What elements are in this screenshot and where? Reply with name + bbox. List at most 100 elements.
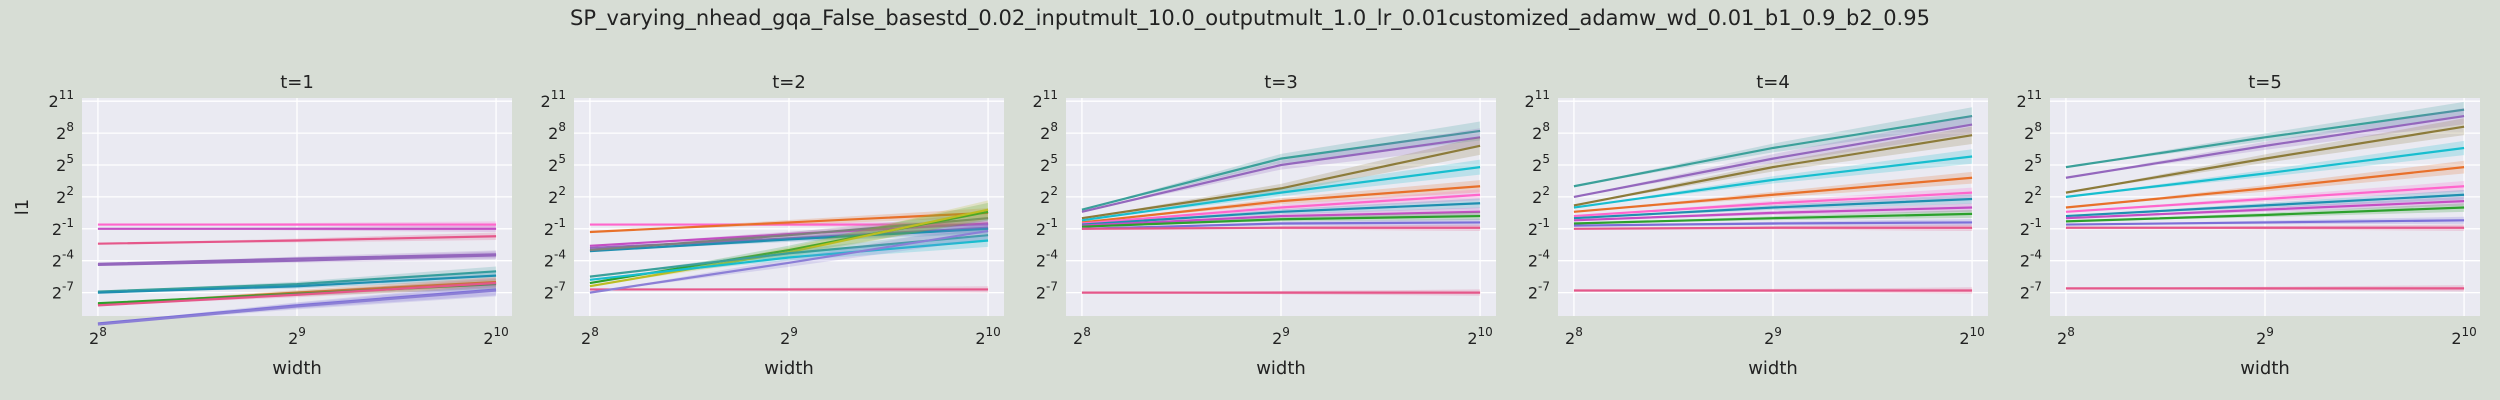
series-line bbox=[1573, 206, 1973, 222]
panel-title: t=3 bbox=[1264, 72, 1298, 93]
series-band bbox=[2065, 181, 2465, 212]
x-tick-label: 28 bbox=[1565, 325, 1583, 348]
x-tick-label: 29 bbox=[2256, 325, 2274, 348]
series-line bbox=[1573, 123, 1973, 198]
series-band bbox=[2065, 196, 2465, 219]
series-line bbox=[589, 229, 989, 294]
series-line bbox=[2065, 200, 2465, 220]
y-tick-label: 22 bbox=[56, 184, 74, 207]
series-line bbox=[1573, 176, 1973, 213]
panel-3: 28 29 210 2-7 2-4 2-1 22 25 28 211 t=3 width bbox=[1033, 72, 1496, 379]
panel-title: t=2 bbox=[772, 72, 806, 93]
y-tick-label: 22 bbox=[2024, 184, 2042, 207]
series-line bbox=[1573, 114, 1973, 188]
series-band bbox=[1573, 171, 1973, 212]
series-band bbox=[2065, 107, 2465, 178]
series-line bbox=[1081, 166, 1481, 222]
y-tick-label: 25 bbox=[56, 152, 74, 175]
series-line bbox=[2065, 193, 2465, 218]
y-tick-label: 25 bbox=[2024, 152, 2042, 175]
series-line bbox=[2065, 206, 2465, 223]
panel-title: t=5 bbox=[2248, 72, 2282, 93]
y-tick-label: 2-4 bbox=[1528, 248, 1550, 271]
series-band bbox=[1081, 159, 1481, 221]
series-line bbox=[1081, 136, 1481, 213]
series-line bbox=[589, 227, 989, 253]
series-band bbox=[2065, 101, 2465, 168]
series-line bbox=[1081, 226, 1481, 230]
panel-2: 28 29 210 2-7 2-4 2-1 22 25 28 211 t=2 width bbox=[541, 72, 1004, 379]
y-tick-label: 2-7 bbox=[1528, 280, 1550, 303]
series-line bbox=[1573, 191, 1973, 218]
y-axis-label: l1 bbox=[12, 199, 33, 215]
x-tick-label: 28 bbox=[1073, 325, 1091, 348]
y-tick-label: 2-1 bbox=[544, 216, 566, 239]
series-line bbox=[589, 211, 989, 234]
series-line bbox=[1081, 144, 1481, 220]
y-tick-label: 25 bbox=[548, 152, 566, 175]
y-tick-label: 2-4 bbox=[2020, 248, 2042, 271]
x-axis-label: width bbox=[1256, 358, 1306, 379]
y-tick-label: 22 bbox=[548, 184, 566, 207]
series-band bbox=[589, 208, 989, 232]
series-band bbox=[1081, 128, 1481, 212]
y-tick-label: 2-4 bbox=[52, 248, 74, 271]
x-axis-label: width bbox=[272, 358, 322, 379]
y-tick-label: 2-7 bbox=[1036, 280, 1058, 303]
series-line bbox=[1081, 214, 1481, 228]
y-tick-label: 2-7 bbox=[2020, 280, 2042, 303]
series-line bbox=[1081, 221, 1481, 230]
series-line bbox=[97, 274, 497, 294]
y-tick-label: 25 bbox=[1532, 152, 1550, 175]
panel-5: 28 29 210 2-7 2-4 2-1 22 25 28 211 t=5 width bbox=[2017, 72, 2480, 379]
y-tick-label: 2-1 bbox=[52, 216, 74, 239]
y-tick-label: 211 bbox=[49, 88, 74, 111]
y-tick-label: 2-4 bbox=[1036, 248, 1058, 271]
series-line bbox=[97, 235, 497, 245]
series-band bbox=[1573, 115, 1973, 197]
x-tick-label: 29 bbox=[780, 325, 798, 348]
series-line bbox=[2065, 146, 2465, 198]
series-line bbox=[2065, 114, 2465, 179]
y-tick-label: 22 bbox=[1040, 184, 1058, 207]
series-line bbox=[1573, 155, 1973, 209]
series-line bbox=[2065, 125, 2465, 194]
series-line bbox=[97, 289, 497, 326]
series-line bbox=[1573, 134, 1973, 207]
y-tick-label: 28 bbox=[1040, 120, 1058, 143]
panel-title: t=1 bbox=[280, 72, 314, 93]
y-tick-label: 2-1 bbox=[2020, 216, 2042, 239]
series-line bbox=[97, 254, 497, 267]
x-tick-label: 29 bbox=[1272, 325, 1290, 348]
series-band bbox=[2065, 118, 2465, 193]
y-tick-label: 22 bbox=[1532, 184, 1550, 207]
x-axis-label: width bbox=[2240, 358, 2290, 379]
series-line bbox=[1573, 221, 1973, 227]
series-line bbox=[1081, 185, 1481, 224]
x-axis-label: width bbox=[1748, 358, 1798, 379]
y-tick-label: 2-1 bbox=[1528, 216, 1550, 239]
series-line bbox=[1081, 129, 1481, 211]
y-tick-label: 28 bbox=[548, 120, 566, 143]
series-band bbox=[1081, 121, 1481, 210]
y-tick-label: 211 bbox=[541, 88, 566, 111]
x-tick-label: 28 bbox=[2057, 325, 2075, 348]
series-band bbox=[2065, 189, 2465, 217]
y-tick-label: 28 bbox=[56, 120, 74, 143]
y-tick-label: 211 bbox=[1033, 88, 1058, 111]
y-tick-label: 2-4 bbox=[544, 248, 566, 271]
series-band bbox=[2065, 203, 2465, 222]
x-axis-label: width bbox=[764, 358, 814, 379]
x-tick-label: 210 bbox=[1959, 325, 1984, 348]
series-band bbox=[2065, 216, 2465, 225]
series-line bbox=[2065, 166, 2465, 209]
x-tick-label: 210 bbox=[483, 325, 508, 348]
y-tick-label: 2-7 bbox=[52, 280, 74, 303]
x-tick-label: 28 bbox=[581, 325, 599, 348]
series-line bbox=[2065, 219, 2465, 226]
series-line bbox=[1573, 226, 1973, 230]
series-line bbox=[1081, 193, 1481, 225]
series-band bbox=[97, 271, 497, 293]
